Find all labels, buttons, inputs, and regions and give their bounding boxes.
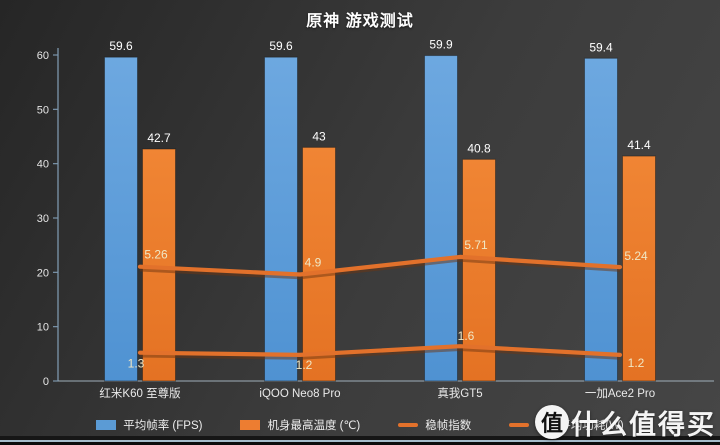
y-tick-label: 20 — [37, 267, 49, 279]
line-value-label: 5.71 — [464, 238, 488, 252]
smzdm-logo-char: 值 — [540, 411, 563, 436]
bar — [584, 57, 618, 382]
line-value-label: 1.2 — [296, 358, 313, 372]
bar-value-label: 43 — [312, 129, 326, 143]
x-category-label: 红米K60 至尊版 — [99, 386, 181, 400]
bar-value-label: 59.4 — [589, 40, 613, 54]
legend-label: 平均帧率 (FPS) — [123, 420, 203, 432]
bar — [462, 158, 496, 382]
line-value-label: 1.3 — [128, 357, 145, 371]
bar — [622, 155, 656, 382]
legend-line-swatch-icon — [509, 423, 530, 427]
x-category-label: iQOO Neo8 Pro — [259, 388, 340, 400]
line-series — [137, 254, 623, 277]
bar — [104, 56, 138, 382]
chart-title: 原神 游戏测试 — [306, 13, 414, 30]
legend-label: 机身最高温度 (℃) — [267, 420, 361, 432]
x-category-label: 真我GT5 — [437, 386, 482, 400]
watermark: 值 什么值得买 — [535, 402, 716, 442]
line-value-label: 4.9 — [305, 256, 322, 270]
y-tick-label: 10 — [37, 322, 49, 334]
bar — [302, 146, 336, 382]
bar — [424, 55, 458, 382]
watermark-text: 什么值得买 — [571, 409, 716, 440]
line-value-label: 5.24 — [624, 249, 648, 263]
y-tick-label: 60 — [37, 50, 49, 62]
bar-value-label: 40.8 — [467, 141, 491, 155]
line-shadow — [139, 346, 621, 360]
y-tick-label: 30 — [37, 213, 49, 225]
line-value-label: 1.2 — [628, 356, 645, 370]
line-shadow — [139, 256, 621, 280]
smzdm-logo-icon: 值 — [535, 405, 569, 439]
legend-line-swatch-icon — [398, 423, 419, 427]
legend-label: 稳帧指数 — [425, 420, 472, 432]
bar — [264, 56, 298, 382]
line-value-label: 1.6 — [458, 329, 475, 343]
y-tick-label: 50 — [37, 104, 49, 116]
legend-item: 稳帧指数 — [398, 417, 471, 433]
bar-value-label: 59.6 — [109, 39, 133, 53]
line-series — [137, 344, 623, 357]
bar-value-label: 42.7 — [147, 131, 171, 145]
bar-value-label: 59.6 — [269, 39, 293, 53]
x-category-label: 一加Ace2 Pro — [585, 387, 655, 400]
line-value-label: 5.26 — [144, 248, 168, 262]
bar-value-label: 41.4 — [627, 138, 651, 152]
legend-bar-swatch-icon — [96, 420, 117, 430]
bottom-border-strip — [0, 436, 720, 445]
legend-item: 机身最高温度 (℃) — [240, 417, 360, 433]
legend-item: 平均帧率 (FPS) — [96, 417, 202, 433]
legend-bar-swatch-icon — [240, 420, 261, 430]
legend: 平均帧率 (FPS) 机身最高温度 (℃) 稳帧指数 整机平均功耗(W) — [0, 415, 720, 435]
bar-value-label: 59.9 — [429, 38, 453, 52]
y-tick-label: 40 — [37, 159, 49, 171]
y-tick-label: 0 — [43, 376, 49, 388]
